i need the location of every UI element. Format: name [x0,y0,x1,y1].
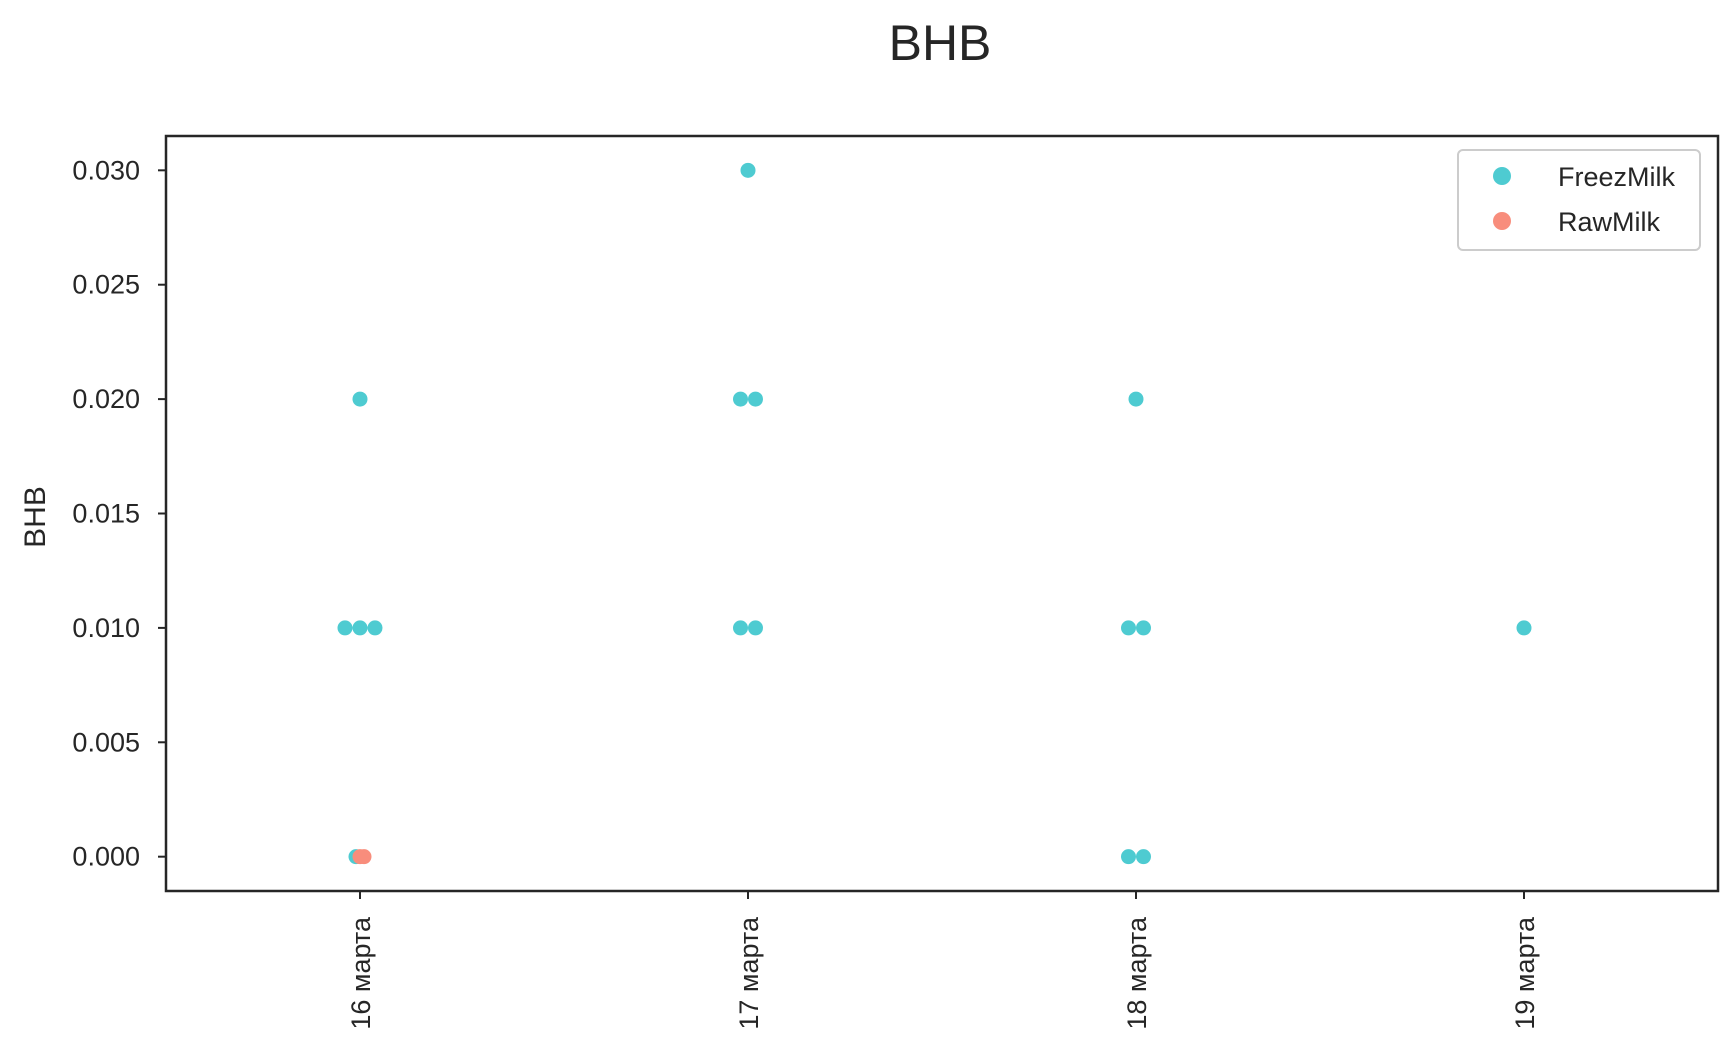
data-point-freezmilk [367,620,383,636]
y-tick-label: 0.010 [72,613,140,643]
y-axis-label: BHB [19,486,52,548]
legend-label: RawMilk [1558,207,1661,237]
legend: FreezMilk RawMilk [1457,149,1701,251]
data-point-freezmilk [1121,849,1136,865]
x-tick-label: 18 марта [1122,916,1152,1030]
y-tick-label: 0.015 [72,499,140,529]
y-tick-label: 0.005 [72,727,140,757]
data-point-freezmilk [733,620,748,636]
legend-label: FreezMilk [1558,162,1676,192]
legend-marker [1493,212,1511,230]
data-point-freezmilk [1136,620,1151,636]
x-tick-label: 19 марта [1510,916,1540,1030]
plot-area [164,134,1720,893]
data-point-freezmilk [337,620,353,636]
data-point-freezmilk [352,620,368,636]
y-tick-label: 0.020 [72,384,140,414]
y-axis: 0.000 0.005 0.010 0.015 0.020 0.025 0.030 [72,155,166,872]
chart-title: BHB [889,15,992,71]
x-tick-label: 16 марта [346,916,376,1030]
data-point-rawmilk [356,849,372,865]
data-point-freezmilk [748,391,763,407]
data-point-freezmilk [352,391,368,407]
data-point-freezmilk [1128,391,1144,407]
x-tick-label: 17 марта [734,916,764,1030]
plot-points [337,162,1532,865]
data-point-freezmilk [733,391,748,407]
x-axis: 16 марта 17 марта 18 марта 19 марта [346,891,1540,1030]
data-point-freezmilk [1516,620,1532,636]
y-tick-label: 0.030 [72,155,140,185]
legend-box [1457,149,1701,251]
legend-marker [1493,167,1511,185]
y-tick-label: 0.025 [72,270,140,300]
y-tick-label: 0.000 [72,842,140,872]
data-point-freezmilk [740,162,756,178]
data-point-freezmilk [1121,620,1136,636]
data-point-freezmilk [748,620,763,636]
data-point-freezmilk [1136,849,1151,865]
